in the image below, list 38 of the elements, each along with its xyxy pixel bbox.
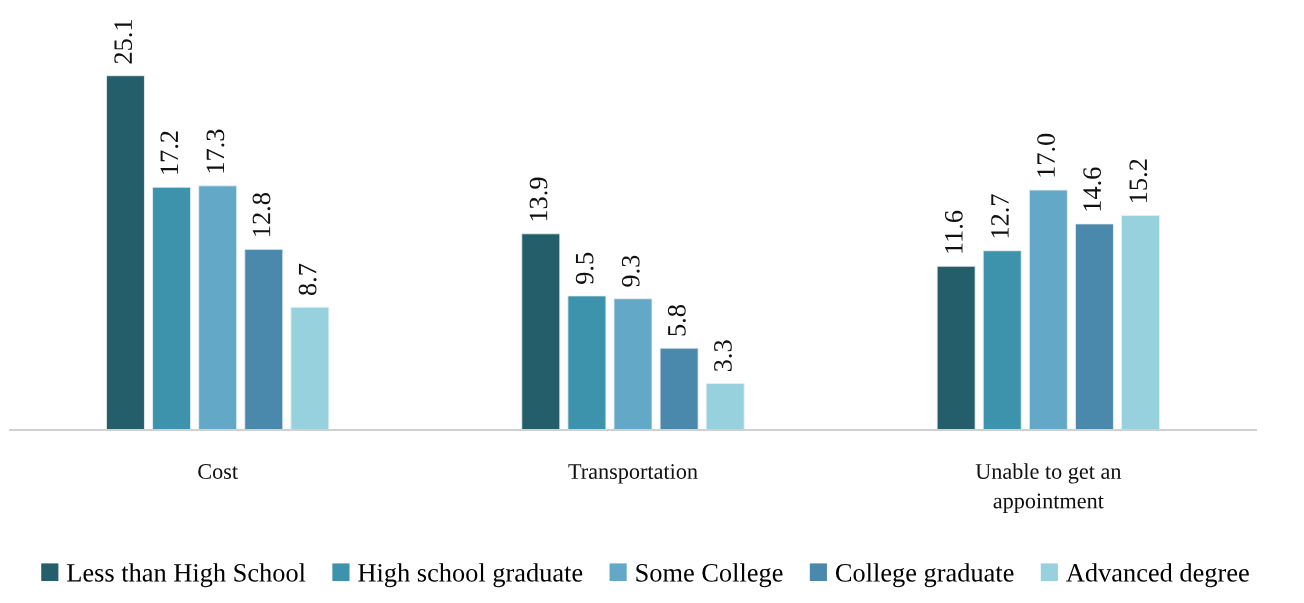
data-label: 17.0 xyxy=(1037,133,1056,177)
legend-label: Less than High School xyxy=(67,563,306,588)
bar xyxy=(936,265,976,430)
legend-label: College graduate xyxy=(835,563,1014,588)
bar xyxy=(982,250,1022,430)
data-label: 8.7 xyxy=(298,263,317,296)
legend-label: Advanced degree xyxy=(1066,563,1249,588)
bar xyxy=(705,383,745,430)
data-label: 13.9 xyxy=(529,177,548,221)
bar xyxy=(290,306,330,430)
bar xyxy=(1121,215,1160,430)
bar xyxy=(1075,223,1114,430)
x-tick-label: Transportation xyxy=(568,464,698,484)
bar xyxy=(106,75,145,430)
data-label: 15.2 xyxy=(1129,159,1148,203)
bar xyxy=(521,233,561,430)
data-label: 25.1 xyxy=(114,20,133,64)
bar xyxy=(244,248,284,430)
x-tick-label: Unable to get an appointment xyxy=(975,463,1122,513)
data-label: 17.2 xyxy=(160,131,179,174)
x-tick-label: Cost xyxy=(198,464,238,479)
data-label: 11.6 xyxy=(945,210,963,253)
data-label: 3.3 xyxy=(714,340,732,372)
legend-label: High school graduate xyxy=(358,563,583,588)
data-label: 9.3 xyxy=(621,255,640,287)
bar xyxy=(198,185,238,430)
data-label: 14.6 xyxy=(1083,167,1102,211)
data-label: 5.8 xyxy=(667,305,686,336)
bar xyxy=(567,295,607,430)
data-label: 17.3 xyxy=(206,129,225,173)
legend-label: Some College xyxy=(636,563,783,588)
data-label: 12.7 xyxy=(991,194,1009,238)
data-label: 12.8 xyxy=(252,193,271,236)
data-label: 9.5 xyxy=(575,252,594,284)
bar xyxy=(1028,189,1068,430)
bar xyxy=(613,298,653,430)
bar xyxy=(659,347,699,430)
bar xyxy=(152,186,191,430)
